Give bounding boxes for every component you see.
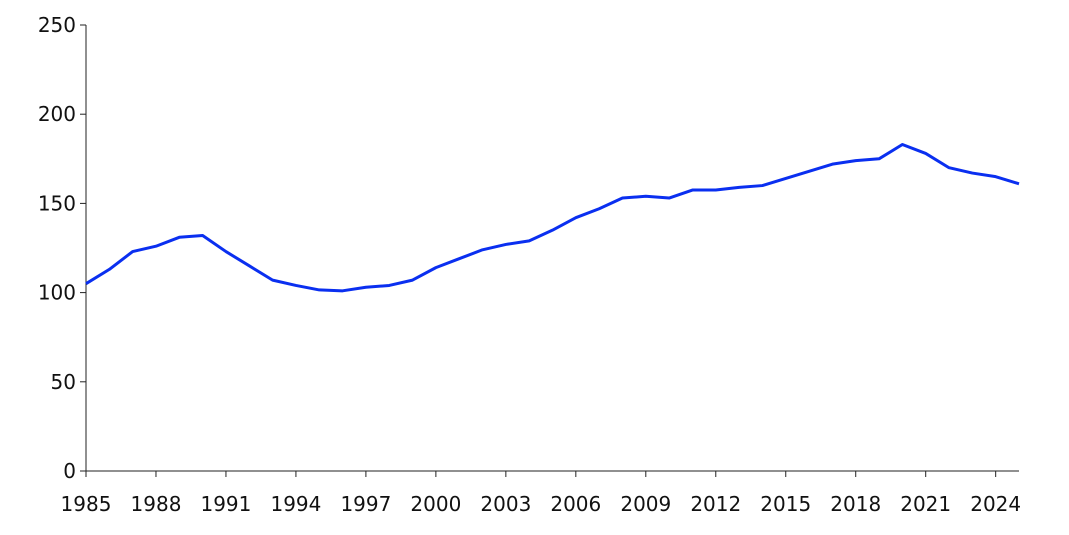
x-tick-label: 1988 (131, 492, 182, 516)
x-tick-label: 2006 (550, 492, 601, 516)
y-tick-label: 200 (38, 102, 76, 126)
x-tick-label: 1994 (270, 492, 321, 516)
x-tick-label: 2000 (410, 492, 461, 516)
x-tick-label: 2015 (760, 492, 811, 516)
y-tick-label: 0 (63, 459, 76, 483)
data-line (85, 143, 1020, 293)
x-tick-label: 2003 (480, 492, 531, 516)
x-tick-label: 2021 (900, 492, 951, 516)
y-tick-label: 250 (38, 13, 76, 37)
y-tick-label: 50 (51, 370, 76, 394)
x-tick-label: 2018 (830, 492, 881, 516)
x-tick-label: 2012 (690, 492, 741, 516)
x-tick-label: 1997 (340, 492, 391, 516)
x-tick-label: 1985 (61, 492, 112, 516)
x-tick-label: 2024 (970, 492, 1021, 516)
x-tick-label: 2009 (620, 492, 671, 516)
y-tick-label: 100 (38, 281, 76, 305)
y-tick-label: 150 (38, 191, 76, 215)
x-tick-label: 1991 (200, 492, 251, 516)
